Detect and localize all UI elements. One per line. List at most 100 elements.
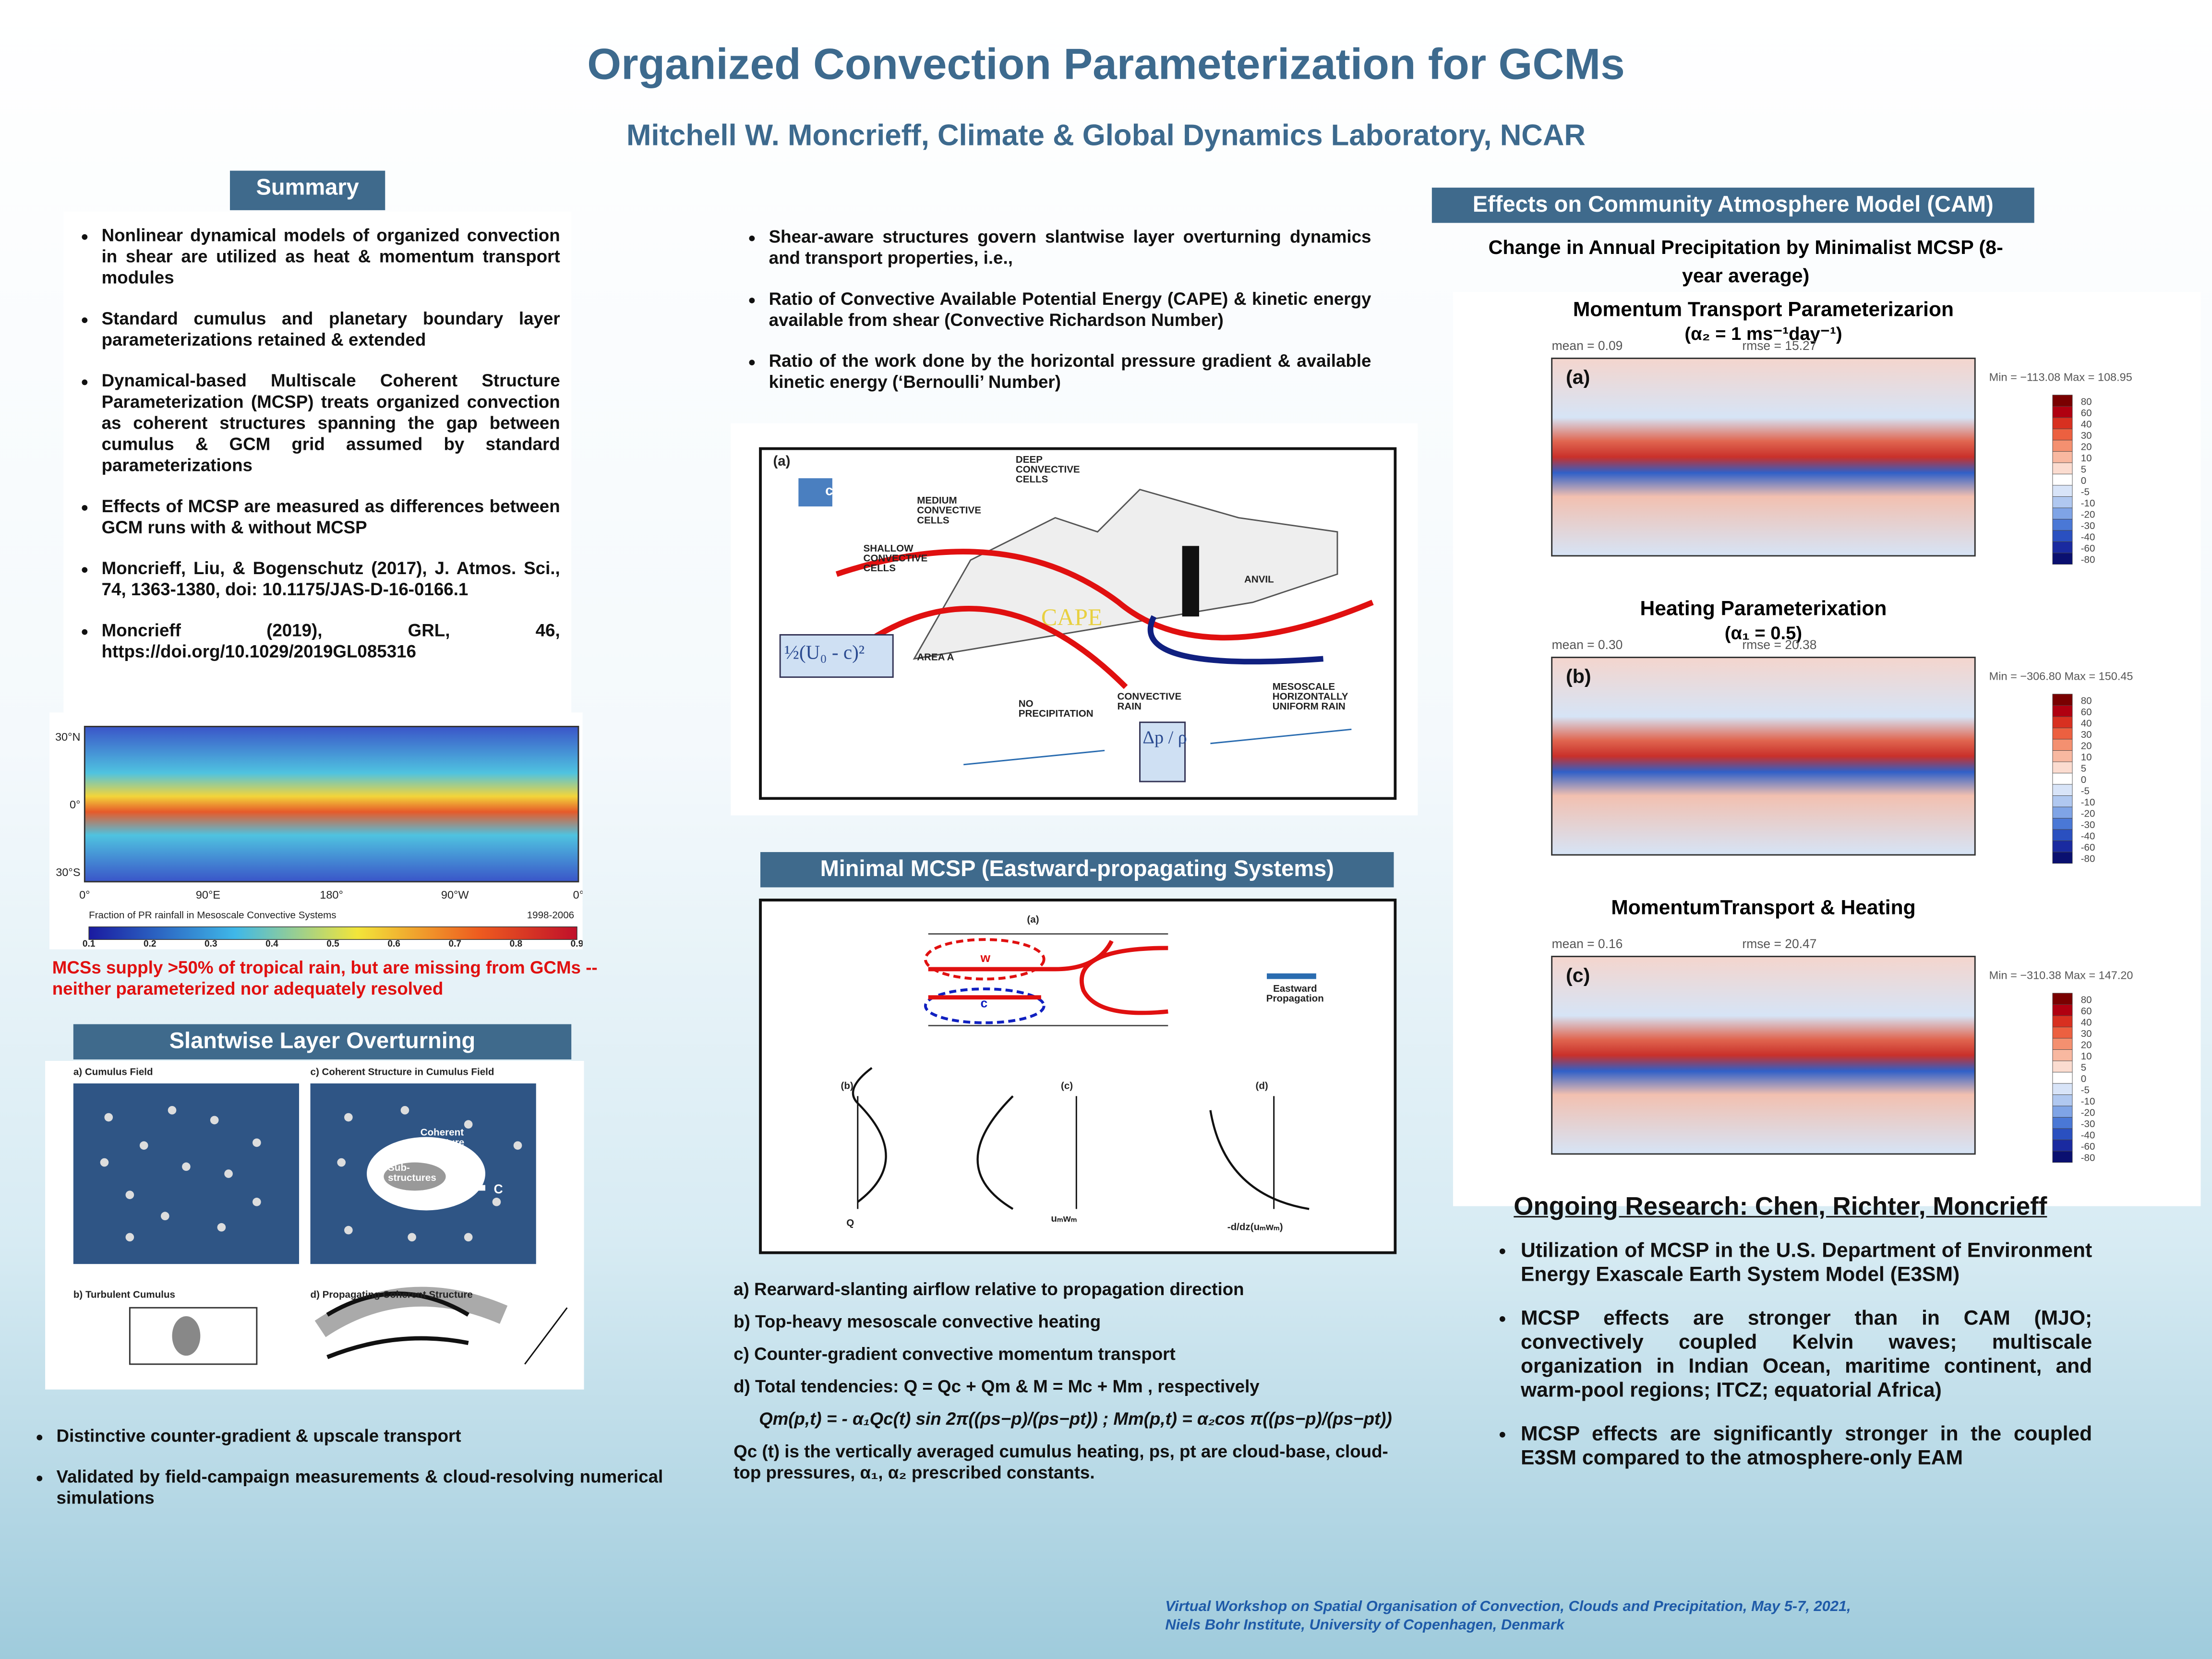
colorbar-label: 80 [2081,396,2092,407]
colorbar-label: 5 [2081,464,2086,475]
colorbar-swatch [2052,739,2073,751]
colorbar-label: 5 [2081,763,2086,774]
bullet: Shear-aware structures govern slantwise … [769,227,1371,269]
mean: mean = 0.16 [1552,937,1623,951]
colorbar-swatch [2052,1140,2073,1152]
figure-label: Sub-structures [388,1164,436,1184]
colorbar-swatch [2052,773,2073,785]
colorbar-label: -80 [2081,554,2095,565]
colorbar-swatch [2052,428,2073,441]
figure-label: (b) [841,1082,854,1092]
caption: Fraction of PR rainfall in Mesoscale Con… [89,910,336,921]
figure-label: Δp / ρ [1142,726,1187,748]
colorbar-swatch [2052,462,2073,474]
panel-label: a) Cumulus Field [73,1068,153,1078]
lat-label: 30°N [55,731,81,743]
colorbar-swatch [2052,519,2073,531]
colorbar-swatch [2052,1004,2073,1016]
figure-label: CAPE [1041,603,1103,631]
figure-label: C [493,1182,503,1197]
colorbar-label: 20 [2081,441,2092,452]
colorbar-label: 0.4 [265,939,278,949]
lat-label: 0° [70,798,80,811]
colorbar-swatch [2052,806,2073,818]
period: 1998-2006 [527,910,574,921]
colorbar-label: -20 [2081,509,2095,520]
colorbar-swatch [2052,1106,2073,1118]
figure-label: AREA A [917,653,954,663]
colorbar-swatch [2052,705,2073,717]
panel-label: (a) [1566,366,1590,388]
precip-map: (c) mean = 0.16 rmse = 20.47 Min = −310.38 … [1551,937,2133,1164]
lat-label: 30°S [56,866,80,878]
colorbar-swatch [2052,541,2073,553]
colorbar-label: -60 [2081,1141,2095,1152]
colorbar-label: -10 [2081,797,2095,808]
figure-label: Eastward Propagation [1266,985,1324,1005]
figure-label: c [825,484,833,500]
item: c) Counter-gradient convective momentum … [733,1344,1176,1364]
colorbar-label: 60 [2081,408,2092,419]
item: a) Rearward-slanting airflow relative to… [733,1279,1244,1299]
panel-label: b) Turbulent Cumulus [73,1290,176,1301]
minmax: Min = −113.08 Max = 108.95 [1989,371,2132,383]
section-heading: Effects on Community Atmosphere Model (C… [1431,187,2034,223]
bullet-list: Distinctive counter-gradient & upscale t… [28,1426,663,1529]
mcs-map: 30°N 0° 30°S 0° 90°E 180° 90°W 0° Fraction of PR… [49,712,583,950]
colorbar-label: 0 [2081,1073,2086,1084]
colorbar-swatch [2052,852,2073,864]
figure-label: (d) [1255,1082,1268,1092]
colorbar-swatch [2052,507,2073,519]
lon-label: 0° [79,889,90,901]
panel-label: d) Propagating Coherent Structure [310,1290,473,1301]
colorbar-swatch [2052,795,2073,807]
bullet: Standard cumulus and planetary boundary … [102,309,560,351]
colorbar-swatch [2052,1015,2073,1027]
colorbar-label: -20 [2081,1107,2095,1118]
section-heading: Summary [230,170,385,210]
colorbar-swatch [2052,716,2073,728]
colorbar-swatch [2052,761,2073,773]
colorbar-swatch [2052,784,2073,796]
colorbar-swatch [2052,1083,2073,1095]
colorbar-label: 0 [2081,774,2086,785]
minmax: Min = −306.80 Max = 150.45 [1989,670,2133,682]
authors: Mitchell W. Moncrieff, Climate & Global … [626,120,1586,153]
figure-label: -d/dz(uₘwₘ) [1227,1223,1283,1233]
figure-label: MESOSCALE HORIZONTALLY UNIFORM RAIN [1272,683,1348,713]
item: Qm(p,t) = - α₁Qc(t) sin 2π((ps−p)/(ps−pt… [759,1409,1392,1429]
colorbar-swatch [2052,993,2073,1005]
colorbar-swatch [2052,829,2073,841]
colorbar-label: -20 [2081,808,2095,819]
map-field [1551,357,1976,557]
map-field [1551,956,1976,1155]
panel-title: MomentumTransport & Heating [1611,897,1916,920]
bullet: Utilization of MCSP in the U.S. Departme… [1521,1240,2092,1288]
lon-label: 180° [320,889,343,901]
colorbar-label: 10 [2081,453,2092,464]
colorbar-swatch [2052,451,2073,463]
lon-label: 0° [573,889,583,901]
panel-label: c) Coherent Structure in Cumulus Field [310,1068,494,1078]
colorbar-label: -5 [2081,487,2090,498]
item: Qc (t) is the vertically averaged cumulu… [733,1442,1388,1483]
colorbar-label: -30 [2081,520,2095,531]
figure-label: w [980,950,991,965]
colorbar-label: -10 [2081,1096,2095,1107]
colorbar-label: -60 [2081,543,2095,554]
figure-label: c [980,996,988,1010]
precip-map: (b) mean = 0.30 rmse = 20.38 Min = −306.80 … [1551,637,2133,865]
colorbar-label: 40 [2081,718,2092,729]
panel-title: Momentum Transport Parameterizarion [1573,299,1954,322]
colorbar-label: 30 [2081,430,2092,441]
panel [63,211,572,713]
note: MCSs supply >50% of tropical rain, but a… [52,958,598,999]
precip-map: (a) mean = 0.09 rmse = 15.27 Min = −113.08 … [1551,338,2132,565]
colorbar-label: 0.2 [144,939,156,949]
colorbar-swatch [2052,1038,2073,1050]
minmax: Min = −310.38 Max = 147.20 [1989,969,2133,982]
colorbar-swatch [2052,841,2073,853]
colorbar-label: 20 [2081,740,2092,751]
section-heading: Ongoing Research: Chen, Richter, Moncrie… [1514,1192,2047,1221]
